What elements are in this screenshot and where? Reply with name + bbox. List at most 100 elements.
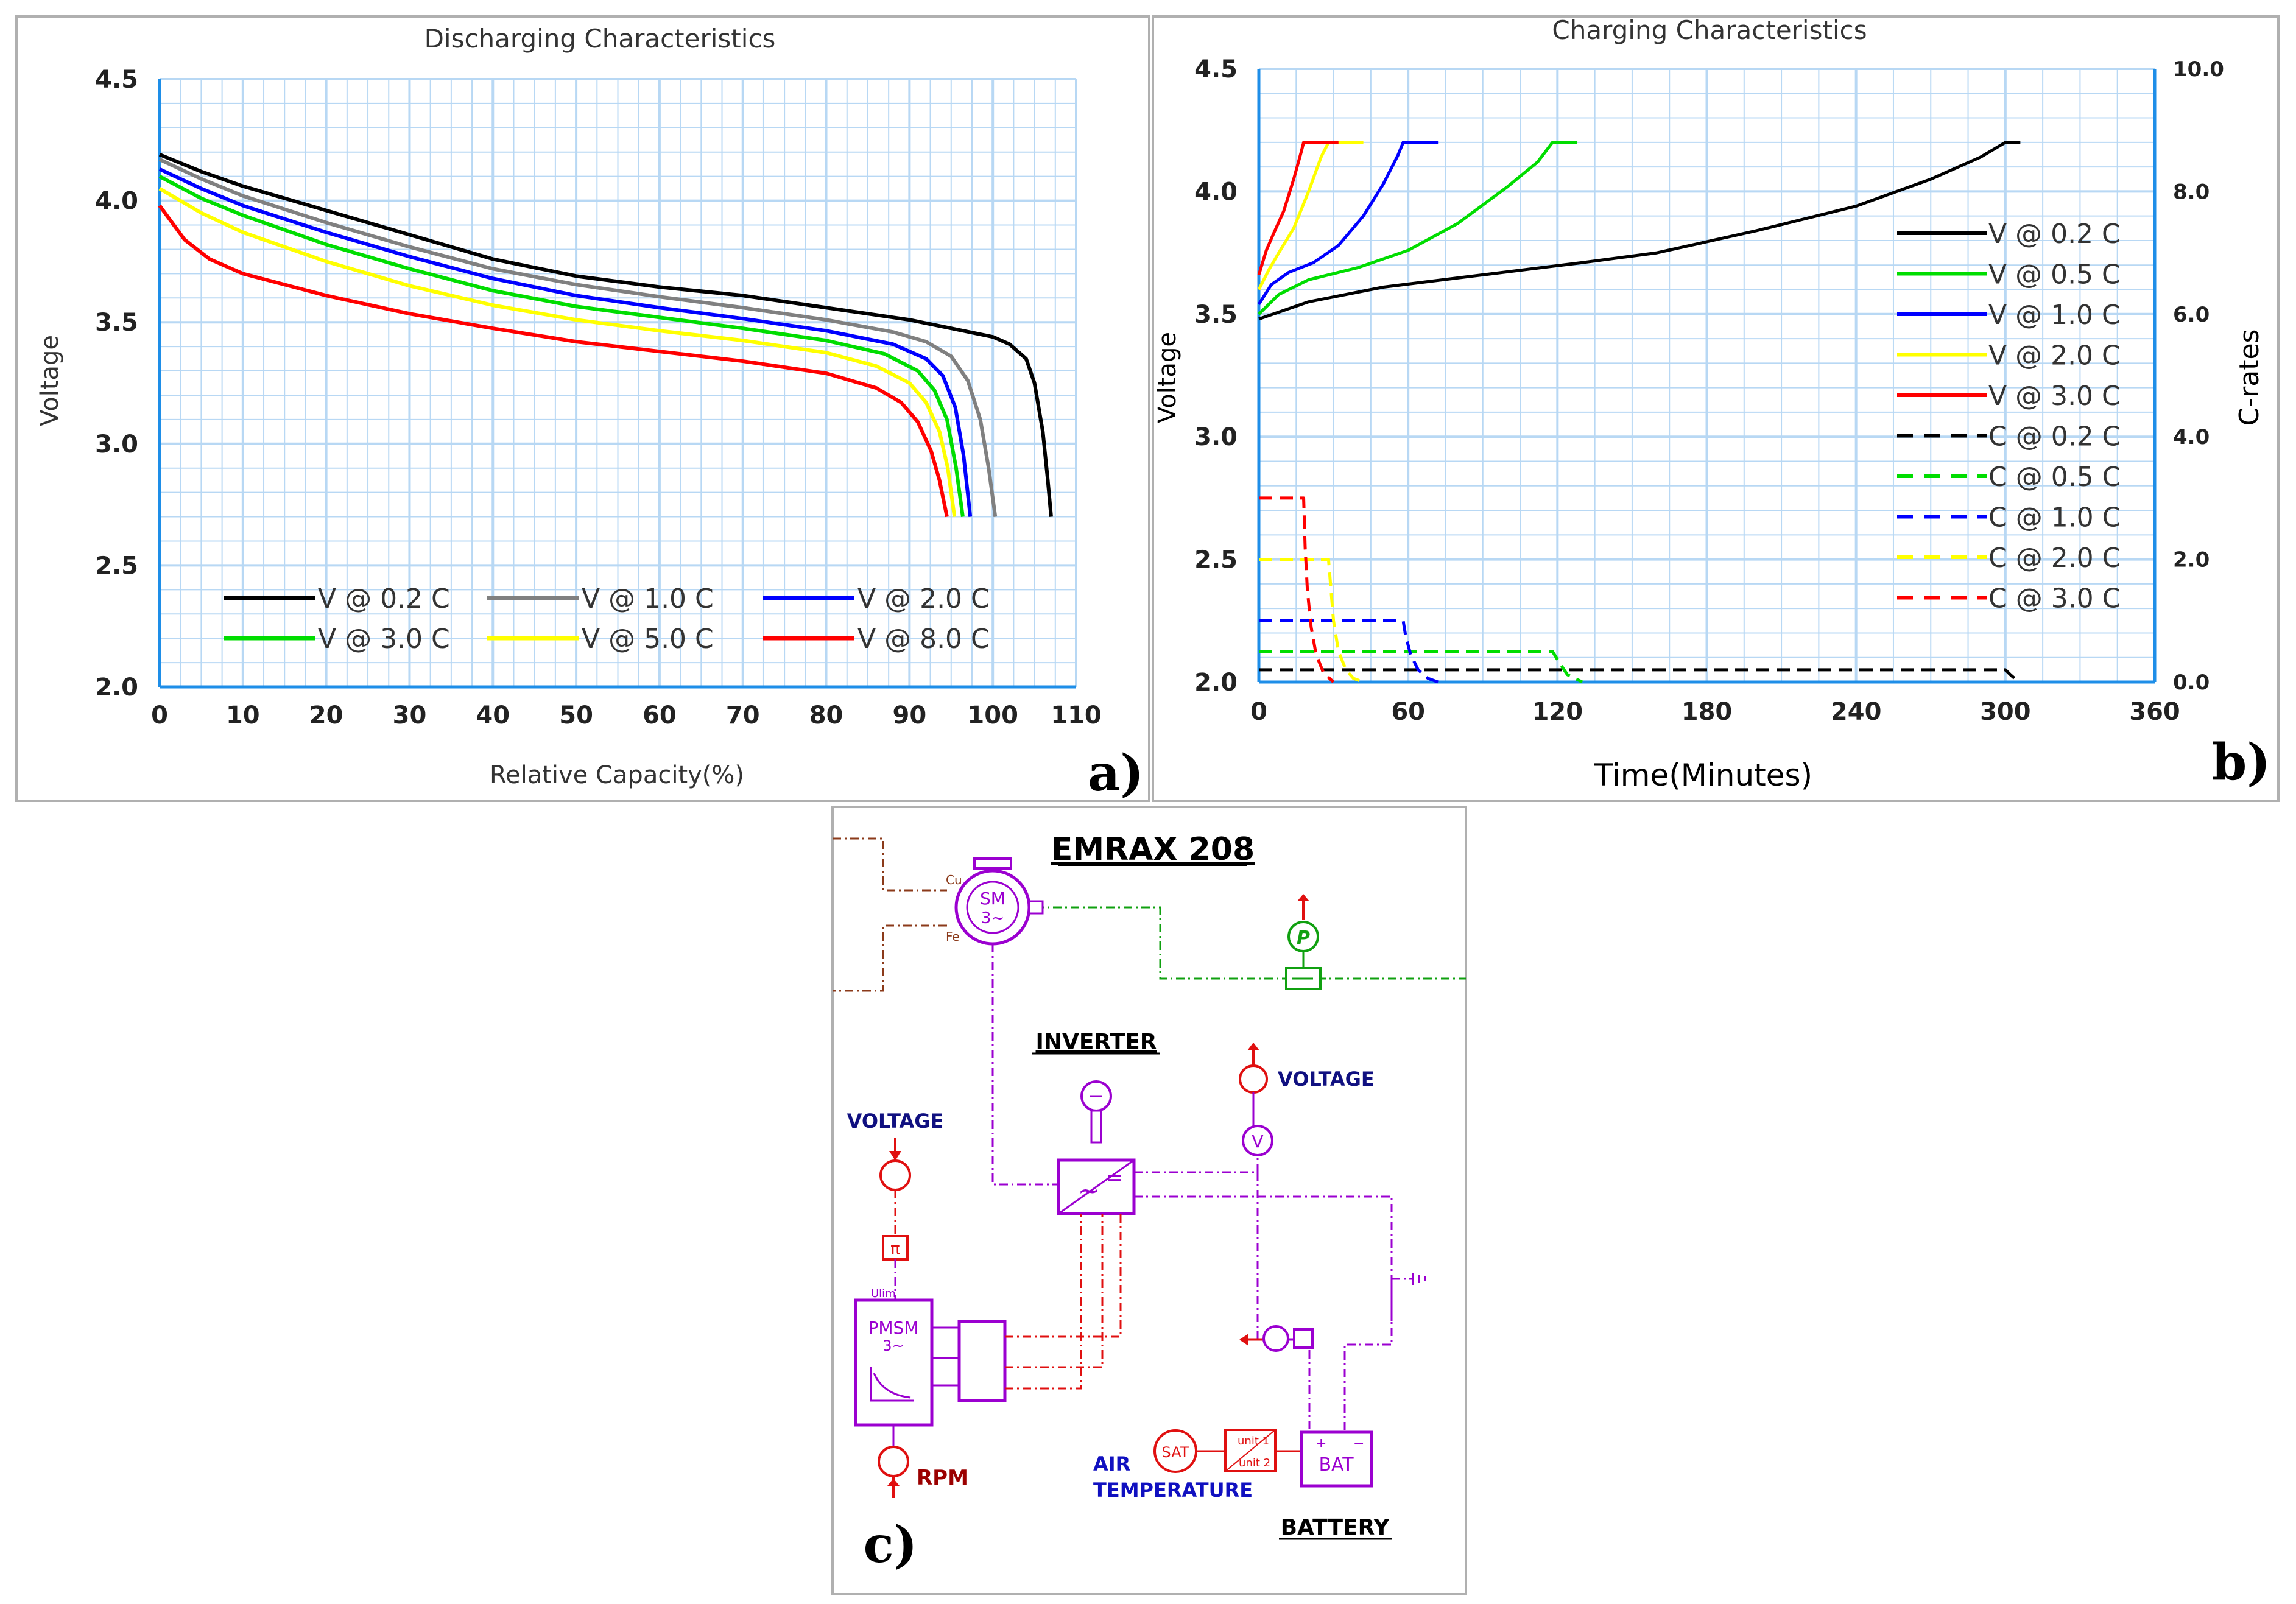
x-tick-label: 30 <box>393 702 427 730</box>
series-line-8.0C <box>158 204 949 518</box>
x-tick-label: 110 <box>1051 702 1102 730</box>
panel-b-grid <box>1257 68 2157 684</box>
legend-label: C @ 3.0 C <box>1988 583 2121 614</box>
x-tick-label: 60 <box>1391 698 1425 726</box>
y2-tick-label: 0.0 <box>2173 670 2210 695</box>
voltage-sensor-right: V <box>1239 1043 1273 1156</box>
y-tick-label: 4.0 <box>1194 178 1238 206</box>
battery-icon: BAT + − <box>1300 1430 1373 1488</box>
inverter-block: ~ = <box>1057 1080 1136 1215</box>
inverter-symbol-dc: = <box>1106 1166 1124 1190</box>
air-temperature-source: SAT unit 1 unit 2 <box>1153 1429 1301 1473</box>
x-tick-label: 70 <box>726 702 760 730</box>
series-line-1.0C <box>158 158 998 517</box>
schematic-title: EMRAX 208 <box>1051 831 1255 868</box>
series-line-0.2C <box>158 152 1053 517</box>
x-tick-label: 40 <box>476 702 510 730</box>
legend-label: V @ 2.0 C <box>857 583 990 614</box>
power-sensor-label: P <box>1297 927 1310 949</box>
pmsm-label: PMSM <box>868 1318 919 1338</box>
x-tick-label: 180 <box>1682 698 1733 726</box>
panel-b-y2label: C-rates <box>2234 329 2265 426</box>
sat-label: SAT <box>1162 1444 1189 1461</box>
ground-icon <box>1390 1273 1426 1321</box>
unit1-label: unit 1 <box>1238 1435 1269 1447</box>
y2-tick-label: 4.0 <box>2173 425 2210 449</box>
legend-label: V @ 1.0 C <box>582 583 714 614</box>
pmsm-ulim: Ulim <box>871 1287 896 1300</box>
x-tick-label: 120 <box>1532 698 1583 726</box>
sm-motor-cu: Cu <box>946 873 962 887</box>
panel-b-legend: V @ 0.2 C V @ 0.5 C V @ 1.0 C V @ 2.0 C V @ … <box>1897 219 2121 614</box>
panel-b: Charging Characteristics 0 60 120 180 240 300… <box>1152 15 2280 802</box>
panel-a-frame <box>15 15 1150 802</box>
panel-b-ylabel: Voltage <box>1153 332 1181 423</box>
y-tick-label: 2.5 <box>1194 546 1238 574</box>
y-tick-label: 2.0 <box>95 674 138 702</box>
y2-tick-label: 6.0 <box>2173 303 2210 327</box>
series-line-voltage-0.2C <box>1258 141 2021 321</box>
legend-label: V @ 2.0 C <box>1988 340 2121 371</box>
x-tick-label: 0 <box>151 702 168 730</box>
x-tick-label: 0 <box>1250 698 1267 726</box>
panel-b-title: Charging Characteristics <box>1552 15 1867 45</box>
battery-label: BATTERY <box>1281 1515 1390 1540</box>
voltage-label-right: VOLTAGE <box>1278 1068 1375 1091</box>
speed-probe <box>1239 1325 1314 1352</box>
legend-label: C @ 0.2 C <box>1988 421 2121 452</box>
panel-a-tick-labels: 0 10 20 30 40 50 60 70 80 90 100 110 2.0 2.5 3.0 3.5 4.0… <box>95 66 1102 730</box>
y2-tick-label: 10.0 <box>2173 57 2224 82</box>
legend-label: V @ 5.0 C <box>582 624 714 655</box>
y-tick-label: 4.5 <box>95 66 138 94</box>
panel-c-letter: c) <box>864 1516 918 1574</box>
inverter-label: INVERTER <box>1036 1030 1157 1055</box>
series-line-voltage-3.0C <box>1257 141 1339 276</box>
y-tick-label: 4.0 <box>95 188 138 216</box>
legend-label: C @ 2.0 C <box>1988 543 2121 574</box>
series-line-current-0.2C <box>1259 668 2021 684</box>
legend-label: V @ 0.2 C <box>318 583 450 614</box>
y-tick-label: 3.0 <box>95 431 138 459</box>
air-label: AIR <box>1093 1452 1130 1476</box>
control-wires <box>1005 1214 1122 1390</box>
series-line-current-0.5C <box>1259 650 1583 684</box>
battery-minus: − <box>1353 1436 1364 1451</box>
voltage-label-left: VOLTAGE <box>847 1110 944 1133</box>
panel-a-series <box>158 152 1053 518</box>
panel-b-letter: b) <box>2212 733 2270 792</box>
sm-motor-fe: Fe <box>946 929 960 944</box>
thermal-wires <box>833 837 947 992</box>
unit2-label: unit 2 <box>1239 1457 1270 1469</box>
inverter-symbol: ~ <box>1078 1175 1100 1206</box>
power-sensor-icon: P <box>1285 894 1322 990</box>
panel-c: EMRAX 208 P SM 3~ Cu <box>831 806 1467 1595</box>
panel-a: Discharging Characteristics 0 10 20 30 40 50 6… <box>15 15 1150 803</box>
series-line-5.0C <box>158 187 957 517</box>
panel-b-xlabel: Time(Minutes) <box>1594 758 1812 793</box>
panel-a-legend: V @ 0.2 C V @ 1.0 C V @ 2.0 C V @ 3.0 C V @ … <box>224 583 990 655</box>
x-tick-label: 20 <box>309 702 343 730</box>
x-tick-label: 100 <box>967 702 1018 730</box>
legend-label: V @ 1.0 C <box>1988 300 2121 331</box>
pmsm-phase: 3~ <box>882 1337 904 1354</box>
pi-controller-label: π <box>890 1240 900 1258</box>
x-tick-label: 10 <box>226 702 260 730</box>
rpm-label: RPM <box>917 1466 968 1490</box>
battery-plus: + <box>1315 1436 1326 1451</box>
legend-label: C @ 0.5 C <box>1988 462 2121 493</box>
panel-a-xlabel: Relative Capacity(%) <box>490 761 744 789</box>
battery-block-label: BAT <box>1319 1454 1354 1476</box>
legend-label: V @ 3.0 C <box>318 624 450 655</box>
x-tick-label: 240 <box>1831 698 1882 726</box>
series-line-voltage-2.0C <box>1257 141 1364 290</box>
panel-b-tick-labels: 0 60 120 180 240 300 360 2.0 2.5 3.0 3.5 4.0 4.5 0.0 2… <box>1194 55 2224 726</box>
x-tick-label: 360 <box>2129 698 2180 726</box>
series-line-2.0C <box>158 167 973 517</box>
series-line-current-1.0C <box>1259 619 1439 684</box>
y2-tick-label: 8.0 <box>2173 180 2210 204</box>
x-tick-label: 300 <box>1980 698 2031 726</box>
y-tick-label: 2.5 <box>95 552 138 580</box>
y-tick-label: 2.0 <box>1194 669 1238 697</box>
legend-label: V @ 0.2 C <box>1988 219 2121 250</box>
rpm-input <box>878 1425 909 1498</box>
